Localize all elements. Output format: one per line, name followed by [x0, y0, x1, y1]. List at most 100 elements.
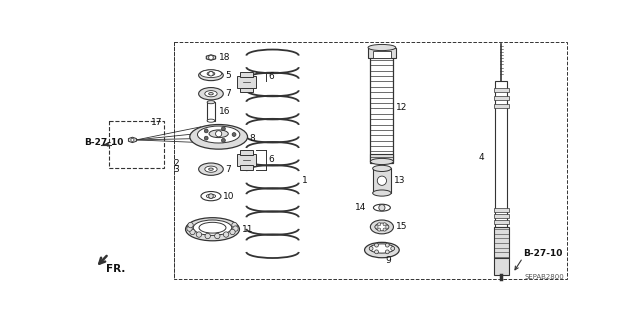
Text: 6: 6: [268, 155, 274, 164]
Bar: [493, 96, 509, 100]
Ellipse shape: [198, 87, 223, 100]
Polygon shape: [206, 55, 216, 60]
Circle shape: [187, 226, 192, 231]
Circle shape: [190, 229, 195, 235]
Circle shape: [378, 176, 387, 185]
Text: 16: 16: [219, 107, 230, 116]
Ellipse shape: [186, 218, 239, 241]
Text: 13: 13: [394, 176, 406, 185]
Ellipse shape: [198, 126, 240, 143]
Circle shape: [204, 136, 208, 140]
Text: 14: 14: [355, 203, 367, 212]
Text: 5: 5: [225, 71, 230, 80]
Bar: [493, 258, 509, 275]
Bar: [493, 220, 509, 224]
Ellipse shape: [372, 165, 391, 172]
Circle shape: [374, 250, 378, 254]
Bar: [237, 154, 255, 166]
Bar: [109, 122, 164, 168]
Bar: [371, 57, 394, 163]
Text: 15: 15: [396, 222, 407, 231]
Ellipse shape: [198, 70, 223, 81]
Ellipse shape: [373, 204, 390, 211]
Ellipse shape: [371, 220, 394, 234]
Bar: [493, 104, 509, 108]
Text: 7: 7: [225, 165, 230, 174]
Circle shape: [204, 129, 208, 133]
Ellipse shape: [199, 222, 226, 233]
Bar: [372, 168, 391, 193]
Ellipse shape: [190, 124, 248, 149]
Circle shape: [374, 243, 378, 247]
Circle shape: [209, 194, 213, 198]
Text: 17: 17: [151, 118, 163, 128]
Ellipse shape: [209, 130, 228, 137]
Text: 18: 18: [220, 53, 231, 62]
Circle shape: [209, 71, 213, 76]
Bar: [371, 154, 394, 161]
Ellipse shape: [365, 242, 399, 258]
Ellipse shape: [369, 244, 394, 253]
Ellipse shape: [200, 70, 221, 78]
Bar: [240, 72, 253, 77]
Circle shape: [383, 223, 386, 226]
Bar: [493, 208, 509, 211]
Text: 7: 7: [225, 89, 230, 98]
Text: 3: 3: [173, 165, 179, 174]
Ellipse shape: [201, 191, 221, 201]
Bar: [207, 102, 215, 121]
Circle shape: [391, 247, 395, 250]
Ellipse shape: [372, 190, 391, 196]
Text: B-27-10: B-27-10: [523, 249, 562, 258]
Circle shape: [221, 127, 225, 130]
Circle shape: [223, 232, 228, 237]
Bar: [372, 51, 391, 58]
Text: 1: 1: [302, 176, 308, 185]
Circle shape: [369, 247, 373, 250]
Polygon shape: [129, 137, 136, 143]
Bar: [240, 150, 253, 154]
Text: 10: 10: [223, 192, 235, 201]
Circle shape: [378, 223, 381, 226]
Circle shape: [221, 138, 225, 142]
Bar: [493, 227, 509, 258]
Circle shape: [233, 226, 238, 231]
Text: B-27-10: B-27-10: [84, 138, 124, 147]
Circle shape: [375, 226, 378, 228]
Ellipse shape: [206, 194, 216, 198]
Ellipse shape: [209, 93, 213, 95]
Circle shape: [131, 138, 134, 141]
Ellipse shape: [207, 119, 215, 122]
Bar: [237, 76, 255, 88]
Text: 6: 6: [268, 71, 274, 80]
Bar: [493, 214, 509, 218]
Ellipse shape: [207, 101, 215, 104]
Circle shape: [196, 232, 202, 237]
Text: SEPAB2800: SEPAB2800: [524, 274, 564, 280]
Ellipse shape: [375, 223, 389, 231]
Bar: [240, 165, 253, 170]
Text: 2: 2: [174, 159, 179, 167]
Circle shape: [214, 233, 220, 239]
Ellipse shape: [205, 166, 217, 172]
Ellipse shape: [371, 159, 394, 165]
Text: 9: 9: [386, 256, 392, 265]
Bar: [174, 42, 566, 279]
Circle shape: [378, 228, 381, 231]
Bar: [240, 87, 253, 92]
Circle shape: [216, 131, 221, 137]
Circle shape: [385, 243, 389, 247]
Text: 12: 12: [396, 103, 407, 112]
Circle shape: [205, 233, 211, 239]
Bar: [368, 48, 396, 58]
Text: 4: 4: [478, 153, 484, 162]
Circle shape: [209, 55, 213, 60]
Circle shape: [379, 204, 385, 211]
Circle shape: [385, 250, 389, 254]
Ellipse shape: [198, 163, 223, 175]
Text: 8: 8: [250, 134, 255, 143]
Ellipse shape: [368, 44, 396, 51]
Circle shape: [383, 228, 386, 231]
Circle shape: [386, 226, 389, 228]
Bar: [493, 88, 509, 92]
